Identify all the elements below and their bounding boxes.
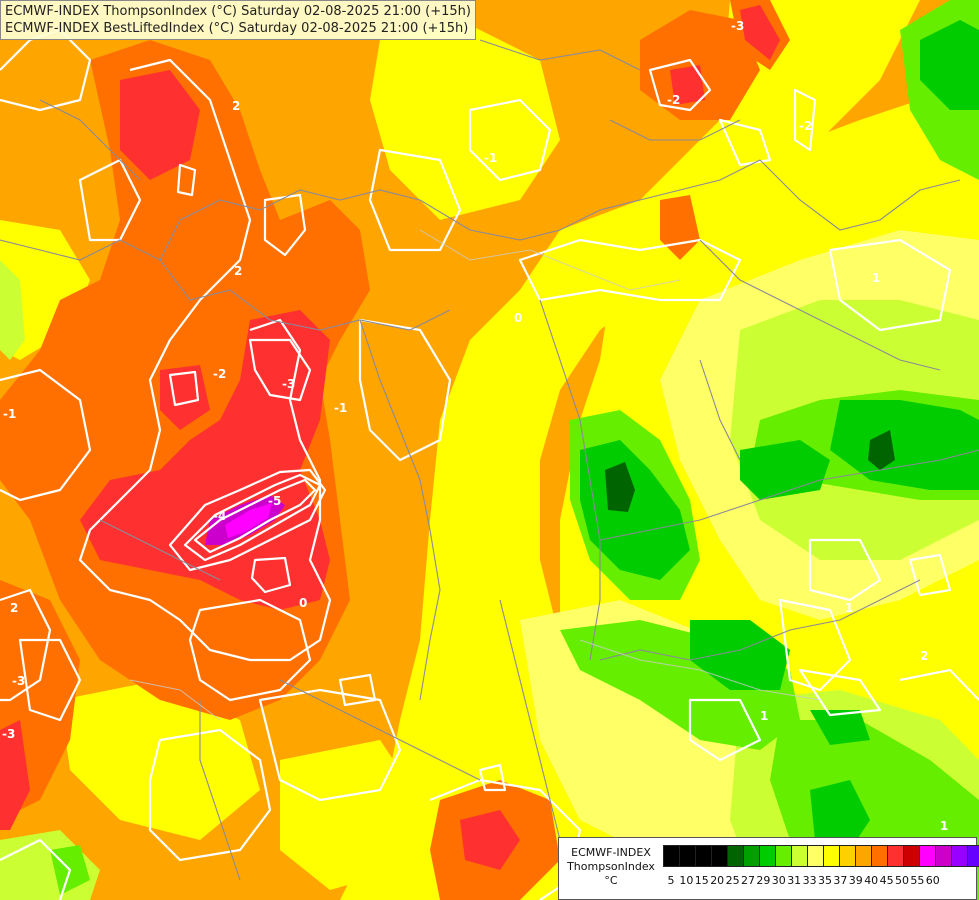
legend-model: ECMWF-INDEX (571, 846, 651, 859)
field-green-east (830, 400, 979, 490)
field-green-south (690, 620, 790, 690)
field-yellow-central (340, 0, 920, 900)
svg-text:-1: -1 (334, 401, 347, 415)
svg-text:2: 2 (920, 649, 928, 663)
field-green-se2 (810, 710, 870, 745)
legend-unit: °C (604, 874, 618, 887)
field-red-ne (740, 5, 780, 60)
legend-swatch (840, 846, 856, 866)
field-yellow-green-west (0, 260, 25, 360)
legend-swatch (936, 846, 952, 866)
legend-tick: 39 (848, 874, 863, 887)
legend-tick: 29 (756, 874, 771, 887)
legend-swatch (968, 846, 979, 866)
legend-tick: 60 (925, 874, 940, 887)
legend-swatch (680, 846, 696, 866)
legend-swatch (888, 846, 904, 866)
legend-swatch (952, 846, 968, 866)
legend-swatch (696, 846, 712, 866)
svg-text:-1: -1 (3, 407, 16, 421)
field-green-east2 (740, 440, 830, 500)
legend-swatch (760, 846, 776, 866)
field-red-north2 (670, 65, 705, 105)
legend-swatch (808, 846, 824, 866)
svg-text:-2: -2 (213, 367, 226, 381)
legend-swatch (776, 846, 792, 866)
legend-parameter: ThompsonIndex (567, 860, 655, 873)
svg-text:1: 1 (940, 819, 948, 833)
field-yellow-north (370, 20, 560, 220)
legend-tick: 50 (895, 874, 909, 887)
title-line-thompson: ECMWF-INDEX ThompsonIndex (°C) Saturday … (5, 4, 471, 19)
legend-swatch (712, 846, 728, 866)
legend-swatch (728, 846, 744, 866)
field-red-west (160, 365, 210, 430)
svg-text:2: 2 (10, 601, 18, 615)
svg-text:-5: -5 (268, 494, 281, 508)
field-red-north (120, 70, 200, 180)
legend-color-bar (663, 845, 979, 867)
legend-tick: 37 (833, 874, 848, 887)
legend-tick: 31 (787, 874, 802, 887)
field-deep-orange-mid (660, 195, 700, 260)
legend-tick: 25 (725, 874, 740, 887)
legend-tick: 35 (818, 874, 832, 887)
legend-tick: 5 (667, 874, 675, 887)
legend-swatch (744, 846, 760, 866)
legend-swatch (920, 846, 936, 866)
svg-text:0: 0 (514, 311, 522, 325)
map-title: ECMWF-INDEX ThompsonIndex (°C) Saturday … (0, 0, 476, 40)
color-legend: ECMWF-INDEX ThompsonIndex °C 5 10 15 20 25 27… (558, 837, 979, 900)
svg-text:-3: -3 (282, 377, 295, 391)
svg-text:2: 2 (234, 264, 242, 278)
field-red-south (460, 810, 520, 870)
legend-tick: 15 (694, 874, 709, 887)
legend-swatch (904, 846, 920, 866)
title-line-lifted: ECMWF-INDEX BestLiftedIndex (°C) Saturda… (5, 21, 469, 36)
svg-text:2: 2 (232, 99, 240, 113)
field-yellow-south (280, 740, 420, 890)
field-dark-green-east (868, 430, 895, 470)
svg-text:-3: -3 (2, 727, 15, 741)
legend-tick: 20 (710, 874, 725, 887)
legend-tick: 33 (802, 874, 817, 887)
svg-text:-3: -3 (12, 674, 25, 688)
legend-tick: 30 (771, 874, 786, 887)
legend-caption: ECMWF-INDEX ThompsonIndex °C (563, 846, 659, 888)
field-red-sw (0, 720, 30, 830)
svg-text:1: 1 (845, 601, 853, 615)
legend-tick: 40 (864, 874, 879, 887)
svg-text:-3: -3 (731, 19, 744, 33)
svg-text:-2: -2 (667, 93, 680, 107)
field-green-ne (920, 20, 979, 110)
contour-labels: 2 2 2 -2 -3 -3 -5 -4 -1 -1 -1 0 0 -2 -3 … (2, 19, 948, 833)
legend-swatch (872, 846, 888, 866)
field-dark-green-center (605, 462, 635, 512)
svg-text:1: 1 (872, 271, 880, 285)
field-green-se (810, 780, 870, 850)
legend-tick: 27 (741, 874, 755, 887)
legend-tick: 55 (910, 874, 925, 887)
rivers (129, 229, 821, 721)
legend-swatch (824, 846, 840, 866)
svg-text:1: 1 (760, 709, 768, 723)
legend-tick: 10 (679, 874, 694, 887)
svg-text:-4: -4 (213, 509, 226, 523)
field-yellow-sw (60, 680, 260, 840)
legend-swatch (792, 846, 808, 866)
field-red-core (80, 310, 330, 610)
field-magenta-inner (225, 503, 272, 538)
svg-text:-2: -2 (799, 119, 812, 133)
country-borders (0, 39, 979, 881)
svg-text:0: 0 (299, 596, 307, 610)
svg-text:-1: -1 (484, 151, 497, 165)
legend-tick: 45 (879, 874, 894, 887)
legend-swatch (664, 846, 680, 866)
legend-swatch (856, 846, 872, 866)
